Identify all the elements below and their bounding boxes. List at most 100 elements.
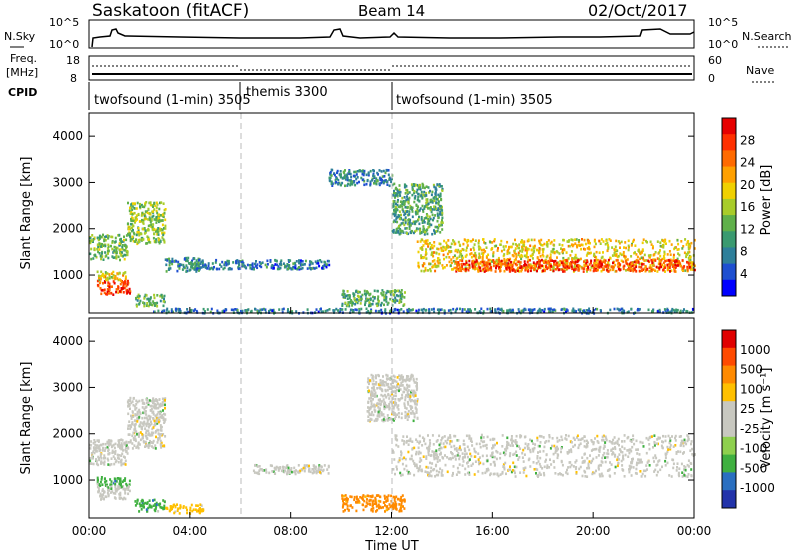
power-range-cell [433,199,436,203]
power-range-cell [426,232,429,236]
power-range-cell [470,252,473,255]
power-range-cell [225,308,228,312]
power-range-cell [626,262,629,266]
power-range-cell [151,226,154,229]
power-range-cell [155,221,158,224]
power-range-cell [552,247,555,251]
power-range-cell [246,263,249,267]
power-range-cell [415,229,418,232]
power-range-cell [649,240,652,244]
power-range-cell [133,211,136,215]
power-ylabel: Slant Range [km] [19,157,34,270]
vel-range-cell [358,501,361,504]
power-range-cell [564,261,567,264]
power-range-cell [648,256,651,259]
power-range-cell [683,308,685,311]
vel-range-cell [131,442,134,445]
power-range-cell [422,225,425,228]
vel-range-cell [396,388,398,392]
power-range-cell [400,222,403,225]
power-range-cell [478,252,481,256]
power-range-cell [615,254,618,257]
power-range-cell [676,308,679,312]
power-range-cell [127,201,129,205]
vel-range-cell [161,414,164,417]
vel-range-cell [99,492,102,496]
power-range-cell [427,207,429,210]
power-range-cell [421,248,424,251]
power-range-cell [477,262,480,266]
power-range-cell [557,261,560,264]
power-range-cell [584,248,586,251]
vel-range-cell [624,453,627,457]
vel-range-cell [404,457,407,461]
vel-range-cell [386,405,389,409]
vel-range-cell [256,465,259,468]
power-range-cell [572,257,575,260]
vel-range-cell [158,503,161,507]
power-range-cell [158,238,161,242]
power-range-cell [173,260,176,263]
power-range-cell [436,214,439,217]
power-range-cell [570,265,573,268]
power-range-cell [376,171,379,175]
power-range-cell [667,266,670,270]
vel-range-cell [102,461,105,465]
power-range-cell [408,191,411,194]
power-range-cell [178,308,181,311]
vel-range-cell [388,418,391,421]
power-range-cell [204,263,207,266]
power-range-cell [437,208,440,212]
power-range-cell [589,310,591,313]
vel-range-cell [192,508,195,511]
power-range-cell [404,210,407,213]
vel-range-cell [141,433,144,436]
power-range-cell [100,245,102,248]
power-range-cell [652,245,654,248]
power-range-cell [354,302,357,306]
vel-range-cell [388,387,391,390]
vel-range-cell [99,455,102,458]
power-range-cell [498,260,501,263]
vel-range-cell [137,441,140,444]
power-range-cell [386,183,389,186]
vel-range-cell [413,401,416,405]
power-range-cell [408,213,411,216]
power-range-cell [491,241,494,244]
power-range-cell [529,254,532,258]
power-range-cell [480,248,483,252]
vel-range-cell [381,394,384,398]
power-range-cell [401,205,404,208]
power-range-cell [157,233,160,236]
power-range-cell [508,266,511,270]
vel-range-cell [144,440,147,444]
power-range-cell [111,255,114,258]
vel-range-cell [552,460,555,464]
vel-range-cell [369,499,372,502]
vel-range-cell [174,504,177,508]
vel-range-cell [400,397,403,400]
power-range-cell [647,254,650,257]
power-range-cell [521,250,524,253]
vel-range-cell [392,407,395,410]
power-range-cell [633,264,636,267]
power-range-cell [571,309,574,313]
power-range-cell [679,309,682,313]
power-range-cell [422,244,425,247]
power-range-cell [434,195,437,199]
power-range-cell [663,257,666,260]
power-range-cell [118,244,121,247]
power-range-cell [641,248,644,251]
power-range-cell [380,304,382,307]
vel-range-cell [92,462,95,466]
power-range-cell [425,204,428,207]
power-range-cell [406,308,409,312]
vel-range-cell [89,462,92,465]
vel-range-cell [151,433,154,437]
power-range-cell [384,179,387,182]
power-range-cell [360,297,363,301]
vel-range-cell [342,499,344,502]
power-range-cell [562,270,565,273]
vel-range-cell [136,444,139,448]
power-range-cell [311,262,314,265]
